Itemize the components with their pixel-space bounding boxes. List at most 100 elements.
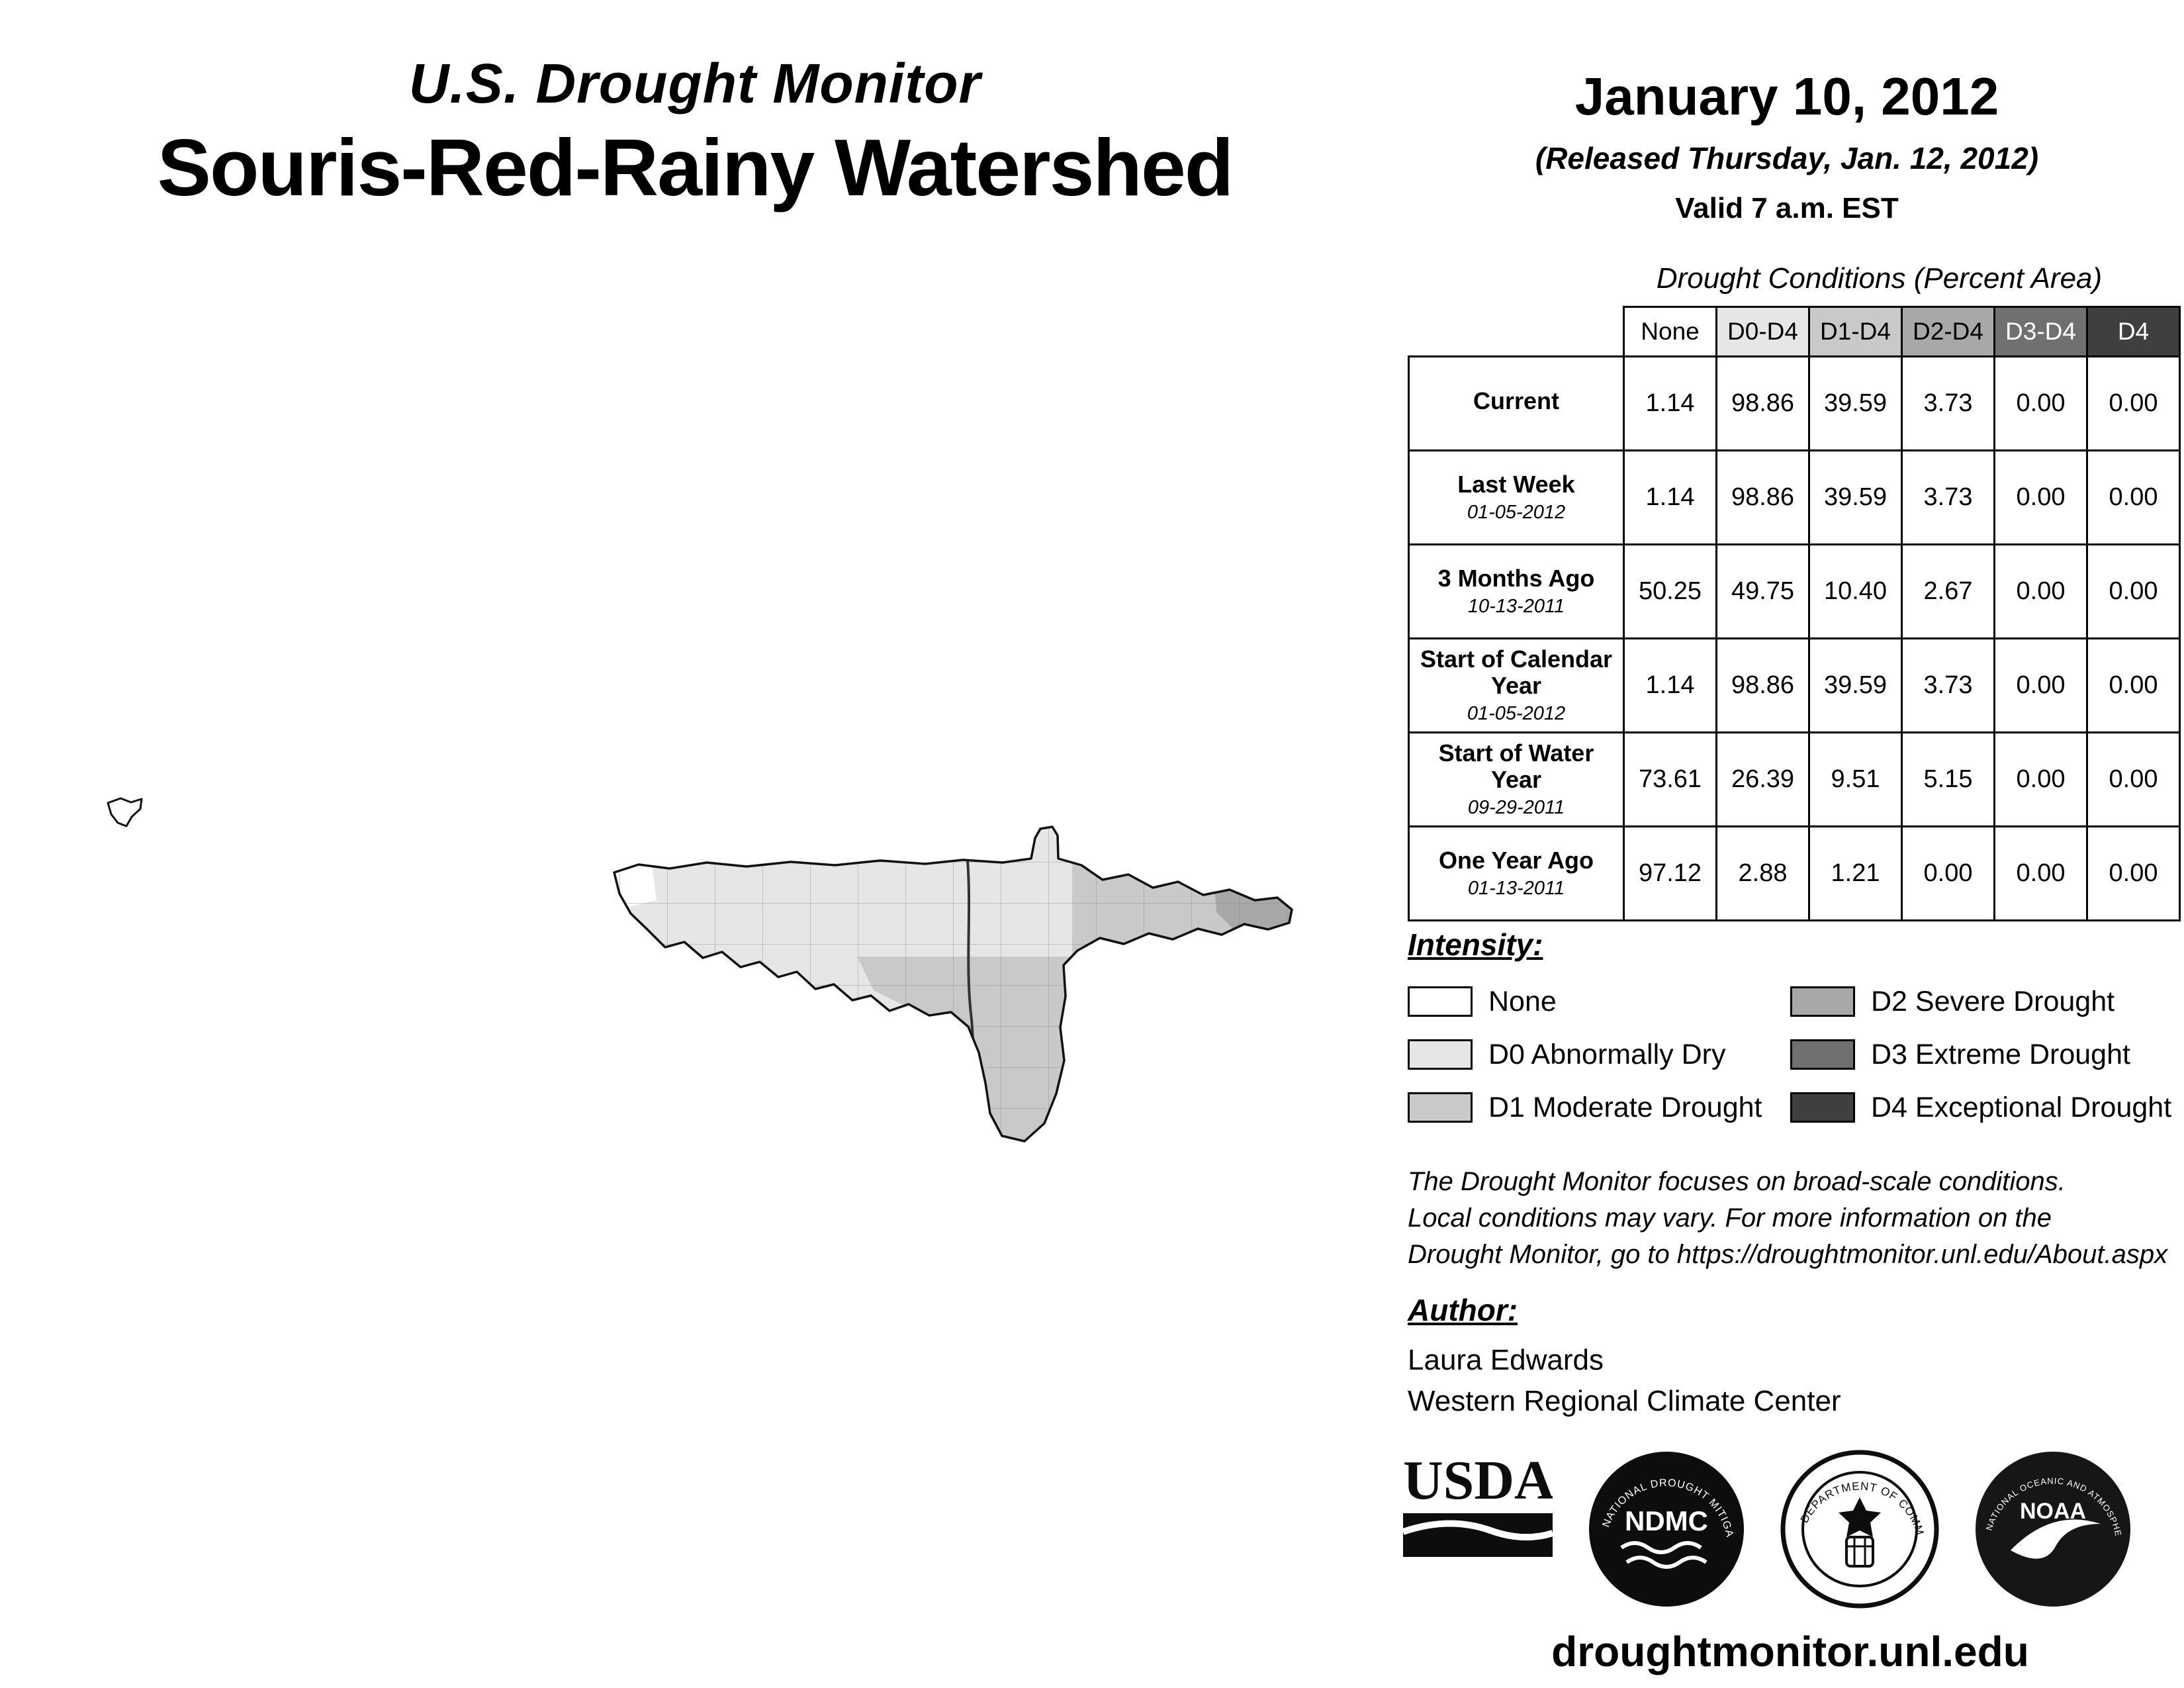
table-value: 50.25 <box>1623 543 1717 639</box>
report-date: January 10, 2012 <box>1574 67 1999 126</box>
table-value: 98.86 <box>1715 355 1810 451</box>
table-value: 1.21 <box>1808 825 1903 921</box>
legend-item: D2 Severe Drought <box>1790 985 2171 1018</box>
table-value: 3.73 <box>1901 449 1995 545</box>
table-value: 0.00 <box>1993 543 2088 639</box>
legend-label: D3 Extreme Drought <box>1871 1038 2130 1070</box>
legend-label: D4 Exceptional Drought <box>1871 1091 2172 1123</box>
table-value: 2.88 <box>1715 825 1810 921</box>
table-value: 2.67 <box>1901 543 1995 639</box>
disclaimer: The Drought Monitor focuses on broad-sca… <box>1408 1164 2182 1274</box>
table-value: 0.00 <box>1993 355 2088 451</box>
table-corner-cell <box>1409 307 1624 357</box>
row-label: Start of Water Year 09-29-2011 <box>1408 731 1625 827</box>
col-header-d1d4: D1-D4 <box>1808 306 1903 357</box>
table-value: 1.14 <box>1623 449 1717 545</box>
watershed-map-svg <box>107 797 1293 1143</box>
table-value: 0.00 <box>1993 825 2088 921</box>
col-header-none: None <box>1623 306 1717 357</box>
legend-item: D4 Exceptional Drought <box>1790 1091 2171 1124</box>
legend-label: D2 Severe Drought <box>1871 985 2115 1017</box>
legend-label: None <box>1488 985 1557 1017</box>
intensity-heading: Intensity: <box>1408 927 1543 962</box>
site-url: droughtmonitor.unl.edu <box>1551 1628 2029 1675</box>
table-value: 0.00 <box>2086 449 2181 545</box>
legend-swatch-none <box>1408 986 1473 1017</box>
row-label: Last Week 01-05-2012 <box>1408 449 1625 545</box>
table-header-row: None D0-D4 D1-D4 D2-D4 D3-D4 D4 <box>1409 306 2181 357</box>
release-note: (Released Thursday, Jan. 12, 2012) <box>1535 141 2039 175</box>
table-value: 5.15 <box>1901 731 1995 827</box>
drought-conditions-table: None D0-D4 D1-D4 D2-D4 D3-D4 D4 Current … <box>1408 306 2181 921</box>
table-value: 9.51 <box>1808 731 1903 827</box>
legend-item: D1 Moderate Drought <box>1408 1091 1790 1124</box>
author-heading: Author: <box>1408 1293 1518 1327</box>
row-label: 3 Months Ago 10-13-2011 <box>1408 543 1625 639</box>
table-value: 0.00 <box>1993 731 2088 827</box>
table-value: 3.73 <box>1901 355 1995 451</box>
row-label: Start of Calendar Year 01-05-2012 <box>1408 637 1625 733</box>
legend-label: D1 Moderate Drought <box>1488 1091 1762 1123</box>
table-value: 39.59 <box>1808 637 1903 733</box>
detached-watershed-fragment <box>107 797 143 827</box>
table-value: 0.00 <box>1993 449 2088 545</box>
table-value: 0.00 <box>2086 731 2181 827</box>
table-value: 0.00 <box>2086 355 2181 451</box>
ndmc-logo: NATIONAL DROUGHT MITIGATION CENTER NDMC <box>1587 1450 1744 1607</box>
legend-item: D3 Extreme Drought <box>1790 1038 2171 1071</box>
legend-item: None <box>1408 985 1790 1018</box>
table-value: 0.00 <box>2086 543 2181 639</box>
table-value: 97.12 <box>1623 825 1717 921</box>
legend-swatch-d4 <box>1790 1092 1855 1123</box>
table-row: Last Week 01-05-2012 1.14 98.86 39.59 3.… <box>1408 449 2181 545</box>
noaa-logo: NATIONAL OCEANIC AND ATMOSPHERIC ADMINIS… <box>1974 1450 2130 1607</box>
author-name: Laura Edwards <box>1408 1344 1604 1376</box>
table-value: 3.73 <box>1901 637 1995 733</box>
valid-time: Valid 7 a.m. EST <box>1675 192 1899 224</box>
row-label: One Year Ago 01-13-2011 <box>1408 825 1625 921</box>
svg-text:NDMC: NDMC <box>1625 1505 1708 1536</box>
disclaimer-line: Drought Monitor, go to https://droughtmo… <box>1408 1240 2168 1270</box>
table-value: 1.14 <box>1623 637 1717 733</box>
usda-logo: USDA <box>1403 1450 1553 1557</box>
table-value: 10.40 <box>1808 543 1903 639</box>
title-block: U.S. Drought Monitor Souris-Red-Rainy Wa… <box>73 52 1317 210</box>
legend-swatch-d0 <box>1408 1039 1473 1070</box>
watershed-outline <box>613 825 1293 1143</box>
table-value: 49.75 <box>1715 543 1810 639</box>
disclaimer-line: The Drought Monitor focuses on broad-sca… <box>1408 1167 2066 1196</box>
table-value: 0.00 <box>1993 637 2088 733</box>
legend-item: D0 Abnormally Dry <box>1408 1038 1790 1071</box>
table-value: 73.61 <box>1623 731 1717 827</box>
author-organization: Western Regional Climate Center <box>1408 1385 1841 1418</box>
svg-text:USDA: USDA <box>1403 1450 1553 1511</box>
watershed-map <box>66 781 1324 1172</box>
table-row: One Year Ago 01-13-2011 97.12 2.88 1.21 … <box>1408 825 2181 921</box>
legend-swatch-d3 <box>1790 1039 1855 1070</box>
legend-swatch-d1 <box>1408 1092 1473 1123</box>
table-value: 98.86 <box>1715 637 1810 733</box>
table-row: Start of Water Year 09-29-2011 73.61 26.… <box>1408 731 2181 827</box>
county-boundaries <box>614 827 1292 1141</box>
table-value: 1.14 <box>1623 355 1717 451</box>
col-header-d2d4: D2-D4 <box>1901 306 1995 357</box>
table-row: Current 1.14 98.86 39.59 3.73 0.00 0.00 <box>1408 355 2181 451</box>
legend-label: D0 Abnormally Dry <box>1488 1038 1726 1070</box>
table-value: 0.00 <box>1901 825 1995 921</box>
col-header-d3d4: D3-D4 <box>1993 306 2088 357</box>
disclaimer-line: Local conditions may vary. For more info… <box>1408 1203 2052 1233</box>
row-label: Current <box>1408 355 1625 451</box>
table-row: 3 Months Ago 10-13-2011 50.25 49.75 10.4… <box>1408 543 2181 639</box>
col-header-d4: D4 <box>2086 306 2181 357</box>
region-title: Souris-Red-Rainy Watershed <box>157 122 1234 212</box>
intensity-legend: Intensity: None D0 Abnormally Dry D1 Mod… <box>1408 927 2175 1124</box>
table-value: 0.00 <box>2086 637 2181 733</box>
table-title: Drought Conditions (Percent Area) <box>1656 262 2103 295</box>
table-row: Start of Calendar Year 01-05-2012 1.14 9… <box>1408 637 2181 733</box>
table-value: 26.39 <box>1715 731 1810 827</box>
monitor-title: U.S. Drought Monitor <box>408 52 981 115</box>
table-value: 39.59 <box>1808 355 1903 451</box>
author-block: Author: Laura Edwards Western Regional C… <box>1408 1292 2182 1423</box>
agency-logos: USDA NATIONAL DROUGHT MITIGATION CENTER … <box>1403 1446 2177 1612</box>
